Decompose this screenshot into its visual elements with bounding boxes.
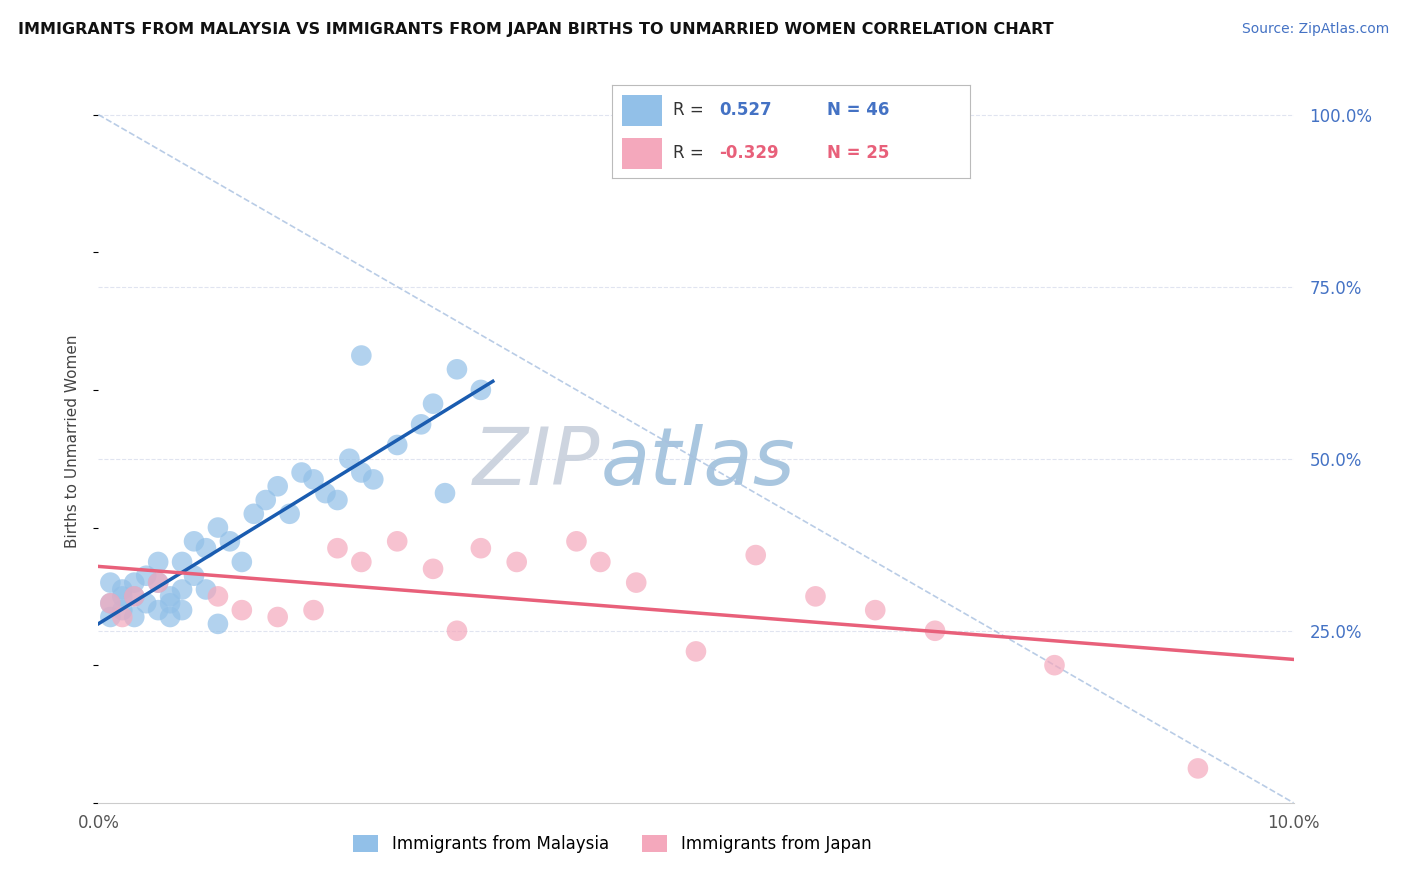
Point <box>350 466 373 480</box>
Text: Source: ZipAtlas.com: Source: ZipAtlas.com <box>1241 22 1389 37</box>
Point <box>1187 761 1209 775</box>
Point <box>350 349 373 363</box>
Point <box>315 486 337 500</box>
Point <box>589 555 612 569</box>
Point <box>98 596 122 610</box>
Text: R =: R = <box>672 144 703 161</box>
Point <box>804 590 827 604</box>
Point <box>148 555 170 569</box>
Point <box>339 451 361 466</box>
Point <box>411 417 433 432</box>
Point <box>195 541 218 556</box>
Point <box>565 534 588 549</box>
Point <box>291 466 314 480</box>
Point <box>267 610 290 624</box>
Point <box>135 568 157 582</box>
Point <box>470 541 492 556</box>
Point <box>207 616 229 631</box>
Y-axis label: Births to Unmarried Women: Births to Unmarried Women <box>65 334 80 549</box>
Point <box>231 555 253 569</box>
Point <box>148 575 170 590</box>
Point <box>124 590 146 604</box>
Point <box>207 520 229 534</box>
Text: -0.329: -0.329 <box>720 144 779 161</box>
Point <box>135 596 157 610</box>
Point <box>422 397 444 411</box>
Point <box>254 493 277 508</box>
Point <box>111 590 134 604</box>
Point <box>446 362 468 376</box>
Point <box>124 575 146 590</box>
Point <box>865 603 887 617</box>
Point <box>159 590 181 604</box>
Point <box>98 596 122 610</box>
Point <box>195 582 218 597</box>
Point <box>219 534 242 549</box>
Point <box>350 555 373 569</box>
Point <box>183 534 205 549</box>
Point <box>685 644 707 658</box>
Text: IMMIGRANTS FROM MALAYSIA VS IMMIGRANTS FROM JAPAN BIRTHS TO UNMARRIED WOMEN CORR: IMMIGRANTS FROM MALAYSIA VS IMMIGRANTS F… <box>18 22 1054 37</box>
Point <box>326 493 349 508</box>
Point <box>626 575 648 590</box>
Text: R =: R = <box>672 102 703 120</box>
Point <box>506 555 529 569</box>
Point <box>159 596 181 610</box>
Point <box>231 603 253 617</box>
Text: N = 25: N = 25 <box>827 144 889 161</box>
Text: atlas: atlas <box>600 425 796 502</box>
Point <box>422 562 444 576</box>
Point <box>172 555 194 569</box>
Legend: Immigrants from Malaysia, Immigrants from Japan: Immigrants from Malaysia, Immigrants fro… <box>347 828 877 860</box>
Point <box>183 568 205 582</box>
Point <box>278 507 301 521</box>
FancyBboxPatch shape <box>623 95 662 126</box>
Text: ZIP: ZIP <box>472 425 600 502</box>
Point <box>924 624 946 638</box>
Point <box>243 507 266 521</box>
Point <box>302 472 325 486</box>
Point <box>124 610 146 624</box>
Point <box>326 541 349 556</box>
Point <box>159 610 181 624</box>
Point <box>385 438 409 452</box>
Point <box>1043 658 1066 673</box>
Point <box>302 603 325 617</box>
Point <box>111 610 134 624</box>
Point <box>446 624 468 638</box>
Point <box>470 383 492 397</box>
Point <box>363 472 385 486</box>
Point <box>111 603 134 617</box>
Point <box>98 575 122 590</box>
FancyBboxPatch shape <box>623 138 662 169</box>
Point <box>434 486 457 500</box>
Point <box>267 479 290 493</box>
Text: N = 46: N = 46 <box>827 102 889 120</box>
Point <box>148 603 170 617</box>
Point <box>745 548 768 562</box>
Point <box>385 534 409 549</box>
Point <box>172 582 194 597</box>
Point <box>207 590 229 604</box>
Point <box>111 582 134 597</box>
Point <box>124 590 146 604</box>
Point <box>172 603 194 617</box>
Point <box>148 575 170 590</box>
Text: 0.527: 0.527 <box>720 102 772 120</box>
Point <box>98 610 122 624</box>
